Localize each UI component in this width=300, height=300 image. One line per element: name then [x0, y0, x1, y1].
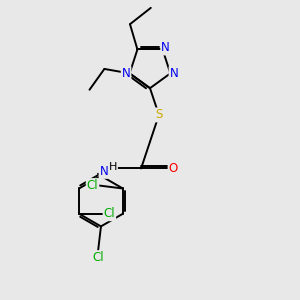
Text: Cl: Cl — [92, 251, 104, 264]
Text: N: N — [169, 67, 178, 80]
Text: N: N — [161, 41, 170, 55]
Text: N: N — [100, 165, 108, 178]
Text: N: N — [122, 67, 130, 80]
Text: Cl: Cl — [87, 179, 98, 192]
Text: O: O — [169, 162, 178, 175]
Text: H: H — [109, 162, 117, 172]
Text: S: S — [155, 108, 163, 122]
Text: Cl: Cl — [103, 207, 115, 220]
